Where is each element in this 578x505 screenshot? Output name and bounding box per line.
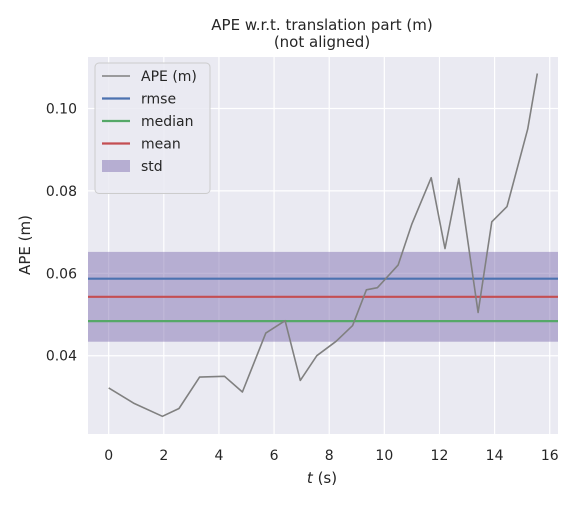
x-tick-label: 0 <box>104 448 113 464</box>
legend-label: mean <box>141 137 181 153</box>
x-axis-label-var: t <box>307 469 314 487</box>
legend-label: std <box>141 159 163 175</box>
legend-label: median <box>141 114 193 130</box>
series-layer <box>108 73 539 418</box>
x-axis-label-unit: (s) <box>313 469 337 487</box>
x-tick-label: 8 <box>325 448 334 464</box>
x-tick-label: 12 <box>431 448 449 464</box>
legend-label: APE (m) <box>141 69 197 85</box>
ape-series-line <box>108 73 539 418</box>
x-tick-label: 16 <box>541 448 559 464</box>
chart-title-line1: APE w.r.t. translation part (m) <box>211 16 432 34</box>
y-tick-label: 0.10 <box>46 102 77 118</box>
y-axis-label: APE (m) <box>16 215 34 275</box>
x-tick-label: 10 <box>375 448 393 464</box>
y-tick-label: 0.04 <box>46 349 77 365</box>
x-axis-label: t (s) <box>307 469 337 487</box>
x-tick-label: 6 <box>270 448 279 464</box>
x-tick-label: 14 <box>486 448 504 464</box>
x-tick-label: 4 <box>214 448 223 464</box>
y-tick-label: 0.08 <box>46 184 77 200</box>
legend-swatch <box>102 160 130 172</box>
chart-title-line2: (not aligned) <box>274 33 370 51</box>
x-tick-labels: 0 2 4 6 8 10 12 14 16 <box>104 448 559 464</box>
y-tick-labels: 0.04 0.06 0.08 0.10 <box>46 102 77 365</box>
y-tick-label: 0.06 <box>46 266 77 282</box>
legend: APE (m) rmse median mean std <box>94 62 211 194</box>
legend-label: rmse <box>141 92 176 108</box>
x-tick-label: 2 <box>159 448 168 464</box>
